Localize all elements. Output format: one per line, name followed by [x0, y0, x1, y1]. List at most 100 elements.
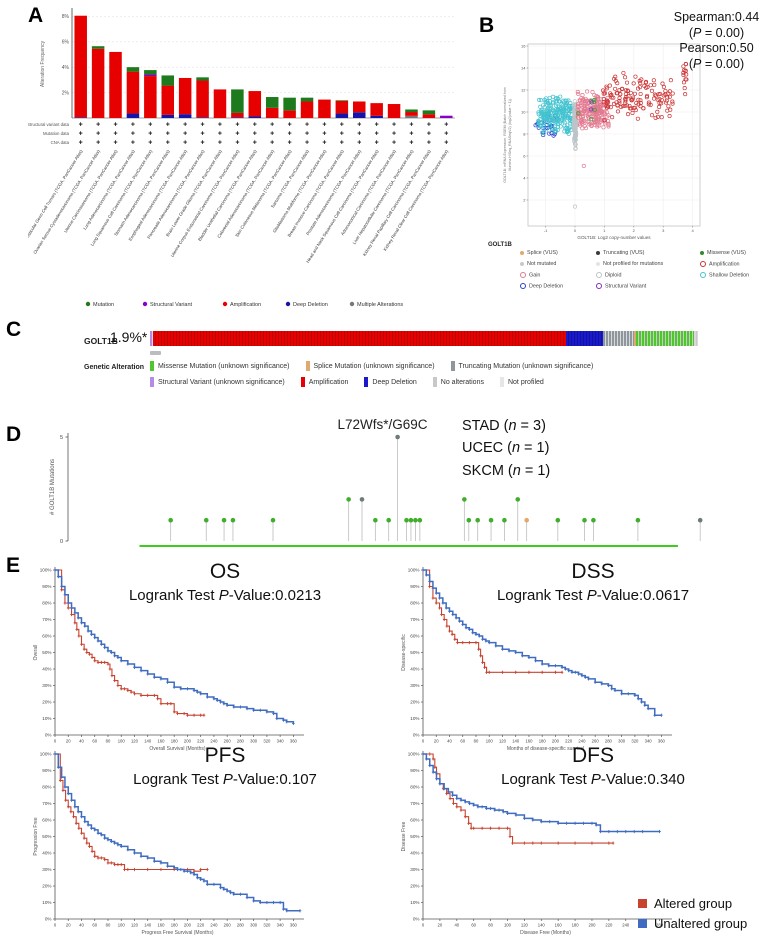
scatter-legend-item: Gain — [520, 272, 540, 278]
svg-text:4: 4 — [523, 176, 526, 181]
svg-text:+: + — [131, 140, 135, 147]
svg-text:+: + — [322, 131, 326, 138]
svg-text:0: 0 — [54, 739, 57, 744]
svg-text:340: 340 — [277, 739, 285, 744]
km-dfs-pvalue: Logrank Test P-Value:0.340 — [501, 771, 685, 788]
panel-label-b: B — [479, 14, 495, 37]
svg-text:Progression Free: Progression Free — [33, 817, 39, 856]
km-legend-item: Altered group — [638, 896, 747, 911]
svg-text:+: + — [322, 140, 326, 147]
panel-label-d: D — [6, 423, 22, 446]
svg-text:+: + — [218, 140, 222, 147]
svg-text:Disease-specific: Disease-specific — [401, 634, 407, 671]
svg-text:+: + — [375, 131, 379, 138]
correlation-annotation: Spearman:0.44 (P = 0.00) Pearson:0.50 (P… — [673, 10, 760, 71]
svg-text:80: 80 — [106, 923, 111, 928]
svg-text:240: 240 — [210, 739, 218, 744]
scatter-legend-title: GOLT1B — [488, 242, 512, 248]
km-plot-pfs: 0% 10% 20% 30% 40% 50% 60% 70% 80% 90% 100% 0 20 40 60… — [30, 744, 386, 940]
svg-text:80: 80 — [488, 923, 493, 928]
svg-text:Multiple Alterations: Multiple Alterations — [357, 302, 403, 308]
svg-text:240: 240 — [578, 739, 586, 744]
svg-text:280: 280 — [237, 923, 245, 928]
svg-text:+: + — [235, 131, 239, 138]
svg-text:40%: 40% — [42, 667, 51, 672]
svg-text:80%: 80% — [42, 601, 51, 606]
svg-text:360: 360 — [658, 739, 666, 744]
svg-text:20%: 20% — [42, 700, 51, 705]
svg-text:260: 260 — [224, 923, 232, 928]
svg-text:220: 220 — [197, 923, 205, 928]
svg-text:+: + — [357, 122, 361, 129]
oncoprint-track — [150, 331, 698, 346]
svg-text:120: 120 — [131, 923, 139, 928]
km-dfs-title: DFS — [572, 744, 614, 767]
svg-text:Structural variant data: Structural variant data — [28, 122, 70, 127]
svg-text:GOLT1B: mRNA Expression, RSEM: GOLT1B: mRNA Expression, RSEM (Batch nor… — [503, 87, 507, 183]
svg-text:8%: 8% — [62, 14, 70, 20]
panel-label-e: E — [6, 554, 21, 577]
svg-text:+: + — [148, 122, 152, 129]
svg-text:Kidney Renal Clear Cell Carcin: Kidney Renal Clear Cell Carcinoma (TCGA,… — [382, 148, 449, 251]
mutation-lollipop-plot: 05# GOLT1B MutationsGot10100138aa — [50, 433, 703, 547]
svg-text:200: 200 — [552, 739, 560, 744]
svg-text:+: + — [96, 131, 100, 138]
svg-text:80: 80 — [106, 739, 111, 744]
svg-text:160: 160 — [157, 923, 165, 928]
svg-text:60%: 60% — [42, 818, 51, 823]
svg-text:+: + — [427, 131, 431, 138]
svg-text:180: 180 — [171, 739, 179, 744]
svg-text:5: 5 — [60, 435, 63, 441]
svg-text:+: + — [305, 122, 309, 129]
svg-text:70%: 70% — [42, 617, 51, 622]
scatter-legend-item: Deep Deletion — [520, 283, 563, 289]
svg-text:140: 140 — [144, 739, 152, 744]
svg-text:Disease Free (Months): Disease Free (Months) — [520, 930, 571, 936]
svg-text:10%: 10% — [42, 900, 51, 905]
svg-text:+: + — [183, 131, 187, 138]
svg-text:320: 320 — [263, 923, 271, 928]
svg-text:280: 280 — [237, 739, 245, 744]
svg-text:180: 180 — [171, 923, 179, 928]
svg-text:+: + — [201, 140, 205, 147]
km-dss-pvalue: Logrank Test P-Value:0.0617 — [496, 587, 690, 604]
svg-text:160: 160 — [555, 923, 563, 928]
svg-text:+: + — [288, 131, 292, 138]
svg-text:+: + — [375, 140, 379, 147]
km-pfs-pvalue: Logrank Test P-Value:0.107 — [133, 771, 317, 788]
svg-text:70%: 70% — [42, 801, 51, 806]
oncoprint-altered-percent: 1.9%* — [110, 329, 148, 345]
panel-label-a: A — [28, 4, 44, 27]
genetic-alteration-label: Genetic Alteration — [84, 364, 145, 371]
svg-text:200: 200 — [588, 923, 596, 928]
svg-text:+: + — [427, 122, 431, 129]
svg-text:Deep Deletion: Deep Deletion — [293, 302, 328, 308]
svg-text:+: + — [131, 131, 135, 138]
oncoprint-legend-row-1: Missense Mutation (unknown significance)… — [150, 361, 593, 371]
svg-text:+: + — [444, 140, 448, 147]
svg-text:100: 100 — [118, 923, 126, 928]
svg-text:0%: 0% — [45, 733, 52, 738]
svg-text:0: 0 — [54, 923, 57, 928]
svg-text:+: + — [409, 122, 413, 129]
svg-text:+: + — [392, 122, 396, 129]
svg-text:Testicular Germ Cell Tumors (T: Testicular Germ Cell Tumors (TCGA, PanCa… — [28, 148, 84, 240]
oncoprint-track-stub — [150, 351, 161, 355]
oncoprint-legend-item: Deep Deletion — [364, 377, 417, 387]
svg-text:Kidney Renal Papillary Cell Ca: Kidney Renal Papillary Cell Carcinoma (T… — [362, 148, 432, 256]
svg-text:Illumina HiSeq_RNASeqV2) (log2: Illumina HiSeq_RNASeqV2) (log2(value + 1… — [508, 99, 512, 171]
svg-text:+: + — [113, 131, 117, 138]
km-pfs-curves: 0% 10% 20% 30% 40% 50% 60% 70% 80% 90% 100% 0 20 40 60… — [33, 751, 304, 936]
svg-text:100%: 100% — [408, 568, 420, 573]
svg-text:30%: 30% — [410, 867, 419, 872]
km-plot-dss: 0% 10% 20% 30% 40% 50% 60% 70% 80% 90% 100% 0 20 40 60… — [398, 560, 754, 756]
svg-text:80%: 80% — [410, 785, 419, 790]
svg-text:+: + — [253, 122, 257, 129]
svg-text:Structural Variant: Structural Variant — [150, 302, 193, 308]
svg-text:CNA data: CNA data — [51, 140, 70, 145]
svg-text:+: + — [113, 140, 117, 147]
svg-text:+: + — [305, 140, 309, 147]
km-plot-os: 0% 10% 20% 30% 40% 50% 60% 70% 80% 90% 100% 0 20 40 60… — [30, 560, 386, 756]
svg-text:Disease Free: Disease Free — [401, 821, 407, 851]
